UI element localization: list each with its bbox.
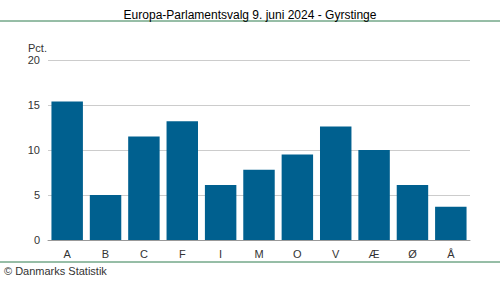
svg-text:Pct.: Pct.	[28, 42, 47, 54]
svg-text:Å: Å	[447, 248, 455, 260]
svg-text:Æ: Æ	[369, 248, 380, 260]
svg-text:Ø: Ø	[408, 248, 417, 260]
svg-text:5: 5	[34, 189, 40, 201]
svg-text:10: 10	[28, 144, 40, 156]
svg-text:A: A	[64, 248, 72, 260]
svg-text:I: I	[219, 248, 222, 260]
svg-text:15: 15	[28, 99, 40, 111]
svg-text:C: C	[140, 248, 148, 260]
svg-text:20: 20	[28, 54, 40, 66]
svg-text:V: V	[332, 248, 340, 260]
svg-text:B: B	[102, 248, 109, 260]
svg-text:0: 0	[34, 234, 40, 246]
svg-text:M: M	[254, 248, 263, 260]
svg-text:Europa-Parlamentsvalg 9. juni: Europa-Parlamentsvalg 9. juni 2024 - Gyr…	[124, 8, 377, 22]
svg-text:F: F	[179, 248, 186, 260]
svg-text:© Danmarks Statistik: © Danmarks Statistik	[4, 265, 107, 277]
svg-text:O: O	[293, 248, 302, 260]
